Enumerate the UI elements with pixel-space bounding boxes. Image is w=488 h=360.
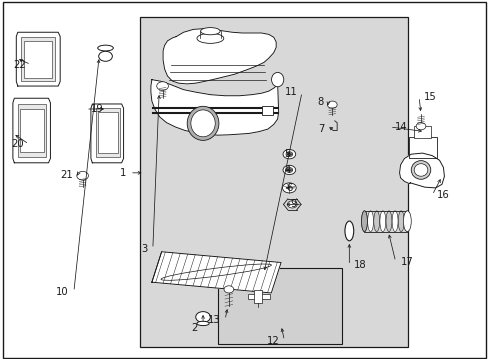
Ellipse shape: [385, 211, 391, 231]
Text: 8: 8: [317, 97, 323, 107]
Text: 14: 14: [394, 122, 407, 132]
Circle shape: [285, 167, 292, 172]
Circle shape: [282, 183, 296, 193]
Text: 17: 17: [400, 257, 412, 267]
Ellipse shape: [379, 211, 385, 231]
Circle shape: [415, 123, 425, 130]
Polygon shape: [163, 29, 276, 84]
Bar: [408, 137, 436, 158]
Text: 3: 3: [142, 244, 148, 254]
Circle shape: [283, 149, 295, 159]
Circle shape: [287, 201, 297, 208]
Polygon shape: [152, 252, 281, 293]
Ellipse shape: [361, 211, 366, 231]
Bar: [98, 112, 118, 153]
Bar: [21, 37, 55, 81]
Ellipse shape: [187, 106, 219, 140]
Bar: [20, 109, 43, 152]
Bar: [261, 106, 272, 115]
Ellipse shape: [361, 211, 366, 231]
Bar: [140, 17, 407, 347]
Text: 9: 9: [290, 199, 297, 210]
Bar: [254, 290, 262, 303]
Bar: [413, 126, 430, 138]
Polygon shape: [13, 98, 50, 163]
Bar: [24, 41, 52, 78]
Circle shape: [77, 171, 88, 180]
Text: 21: 21: [60, 170, 73, 180]
Bar: [96, 108, 120, 157]
Ellipse shape: [344, 221, 353, 241]
Ellipse shape: [391, 211, 397, 231]
Circle shape: [99, 51, 112, 61]
Text: 6: 6: [285, 183, 292, 193]
Polygon shape: [16, 32, 60, 86]
Polygon shape: [151, 80, 278, 135]
Circle shape: [195, 312, 210, 322]
Ellipse shape: [404, 211, 409, 231]
Text: 12: 12: [266, 336, 279, 346]
Text: 7: 7: [318, 124, 325, 134]
Text: 15: 15: [423, 92, 436, 102]
Text: 20: 20: [11, 139, 24, 149]
Bar: [18, 104, 45, 157]
Circle shape: [157, 82, 168, 90]
Polygon shape: [399, 153, 444, 188]
Polygon shape: [91, 104, 123, 163]
Ellipse shape: [200, 28, 220, 35]
Ellipse shape: [398, 211, 403, 231]
Circle shape: [285, 152, 292, 157]
Ellipse shape: [271, 72, 283, 87]
Text: 16: 16: [436, 190, 449, 200]
Circle shape: [327, 101, 336, 108]
Text: 18: 18: [353, 260, 366, 270]
Circle shape: [224, 286, 233, 293]
Ellipse shape: [410, 161, 430, 179]
Text: 13: 13: [207, 315, 220, 325]
Ellipse shape: [403, 211, 410, 231]
Text: 2: 2: [191, 323, 198, 333]
Ellipse shape: [197, 33, 224, 43]
Bar: [217, 268, 341, 344]
Circle shape: [283, 165, 295, 175]
Bar: [248, 294, 269, 300]
Text: 4: 4: [284, 165, 290, 175]
Text: 19: 19: [91, 104, 103, 114]
Text: 1: 1: [120, 168, 126, 178]
Text: 10: 10: [56, 287, 69, 297]
Ellipse shape: [190, 110, 215, 137]
Text: 22: 22: [13, 59, 26, 69]
Text: 5: 5: [284, 149, 290, 159]
Text: 11: 11: [284, 87, 297, 97]
Ellipse shape: [413, 164, 427, 176]
Ellipse shape: [373, 211, 379, 231]
Ellipse shape: [98, 45, 113, 51]
Ellipse shape: [197, 321, 209, 325]
Ellipse shape: [367, 211, 373, 231]
